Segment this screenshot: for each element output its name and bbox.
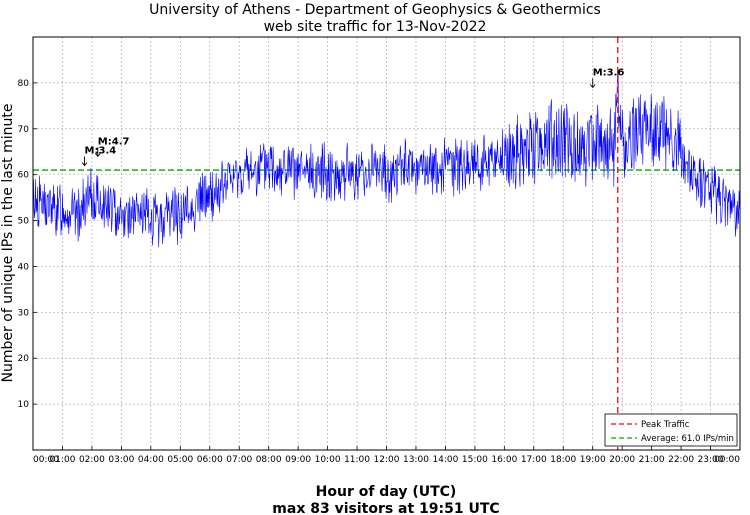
x-tick-label: 09:00 <box>285 455 311 465</box>
legend-box <box>604 413 738 447</box>
y-tick-label: 20 <box>18 354 30 364</box>
x-tick-label: 14:00 <box>432 455 458 465</box>
y-tick-label: 10 <box>18 400 30 410</box>
annotation-label: M:3.6 <box>593 67 625 78</box>
series-group <box>32 69 741 248</box>
x-tick-label: 00:00 <box>33 455 59 465</box>
y-axis-label: Number of unique IPs in the last minute <box>0 104 16 383</box>
x-tick-label: 16:00 <box>491 455 517 465</box>
chart-subtitle: max 83 visitors at 19:51 UTC <box>272 501 499 515</box>
x-tick-label: 07:00 <box>226 455 252 465</box>
x-tick-label: 19:00 <box>580 455 606 465</box>
annotation-arrow-head <box>589 84 596 89</box>
x-tick-label: 21:00 <box>639 455 665 465</box>
y-axis-ticks: 10 20 30 40 50 60 70 80 <box>18 79 37 410</box>
x-tick-label: 10:00 <box>315 455 341 465</box>
x-tick-label: 22:00 <box>668 455 694 465</box>
x-tick-label: 13:00 <box>403 455 429 465</box>
annotation: M:3.4 <box>81 145 117 167</box>
y-tick-label: 80 <box>18 79 30 89</box>
y-tick-label: 30 <box>18 308 30 318</box>
x-tick-label: 23:00 <box>698 455 724 465</box>
annotation-arrow-head <box>94 153 101 158</box>
series-line <box>32 69 741 248</box>
x-tick-label: 01:00 <box>49 455 75 465</box>
chart-title-line1: University of Athens - Department of Geo… <box>149 2 601 18</box>
grid-lines <box>33 37 740 450</box>
annotation: M:3.6 <box>589 67 625 89</box>
x-tick-label: 04:00 <box>138 455 164 465</box>
annotation-label: M:3.4 <box>85 145 117 156</box>
legend-peak-label: Peak Traffic <box>641 420 690 430</box>
x-tick-label: 18:00 <box>550 455 576 465</box>
x-tick-label: 02:00 <box>79 455 105 465</box>
x-tick-label: 03:00 <box>108 455 134 465</box>
x-tick-label: 15:00 <box>462 455 488 465</box>
x-tick-label: 00:00 <box>714 455 740 465</box>
y-tick-label: 50 <box>18 217 30 227</box>
x-tick-label: 12:00 <box>374 455 400 465</box>
x-tick-label: 17:00 <box>521 455 547 465</box>
x-tick-label: 05:00 <box>167 455 193 465</box>
x-tick-label: 11:00 <box>344 455 370 465</box>
x-tick-label: 20:00 <box>609 455 635 465</box>
chart-title-line2: web site traffic for 13-Nov-2022 <box>264 19 487 35</box>
x-tick-label: 08:00 <box>256 455 282 465</box>
annotation-arrow-head <box>81 162 88 167</box>
legend-average-label: Average: 61.0 IPs/min <box>641 434 734 444</box>
x-axis-label: Hour of day (UTC) <box>316 484 457 500</box>
annotations-group: M:3.4M:4.7 M:3.6 <box>81 67 625 167</box>
x-tick-label: 06:00 <box>197 455 223 465</box>
legend: Peak Traffic Average: 61.0 IPs/min <box>604 413 738 447</box>
annotation: M:4.7 <box>94 136 130 158</box>
annotation-label: M:4.7 <box>98 136 130 147</box>
y-tick-label: 70 <box>18 125 30 135</box>
y-tick-label: 40 <box>18 262 30 272</box>
y-tick-label: 60 <box>18 171 30 181</box>
